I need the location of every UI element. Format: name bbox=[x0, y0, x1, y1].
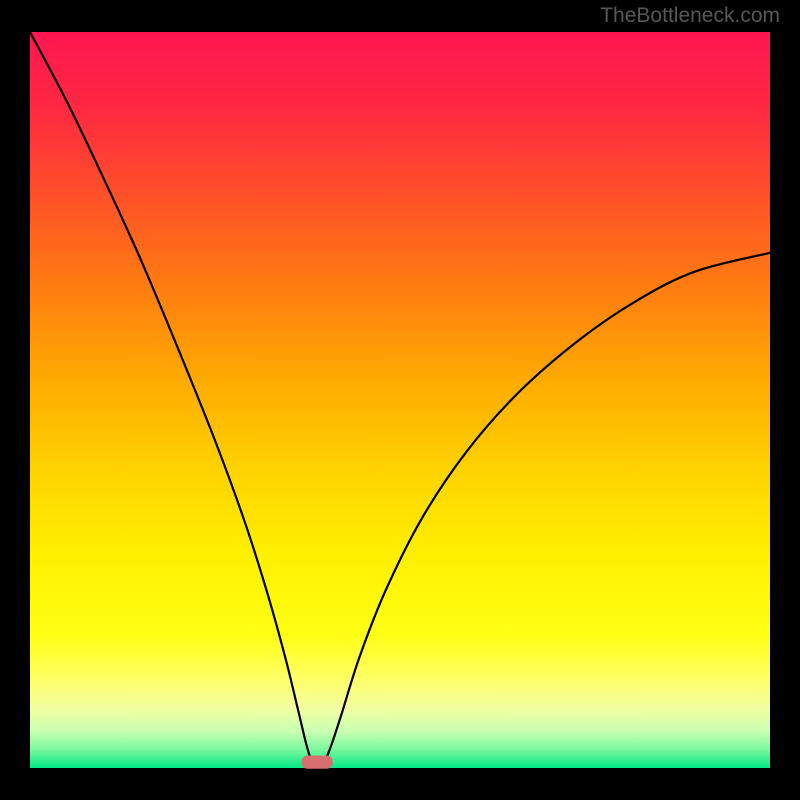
plot-background bbox=[30, 32, 770, 768]
bottleneck-curve-chart bbox=[0, 0, 800, 800]
optimal-point-marker bbox=[302, 755, 333, 768]
watermark-text: TheBottleneck.com bbox=[600, 4, 780, 28]
